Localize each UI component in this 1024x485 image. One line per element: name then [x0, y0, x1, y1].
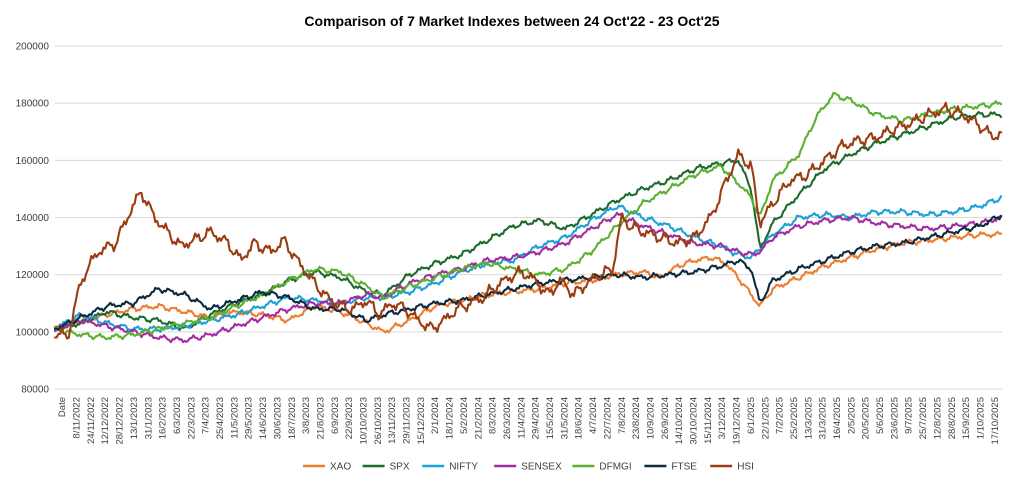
series-line-xao — [53, 230, 1003, 334]
x-tick-label: 25/2/2025 — [789, 397, 800, 439]
y-tick-label: 160000 — [16, 156, 50, 167]
series-line-nifty — [53, 195, 1003, 333]
legend-label-spx: SPX — [390, 462, 410, 473]
x-tick-label: 23/6/2025 — [889, 397, 900, 439]
x-tick-label: 18/7/2023 — [287, 397, 298, 439]
x-tick-label: 22/7/2024 — [602, 397, 613, 439]
x-tick-label: 7/2/2025 — [775, 397, 786, 434]
legend-label-ftse: FTSE — [671, 462, 697, 473]
x-tick-label: 26/10/2023 — [373, 397, 384, 445]
x-tick-label: 12/12/2022 — [100, 397, 111, 445]
x-tick-label: 1/10/2025 — [975, 397, 986, 439]
y-tick-label: 180000 — [16, 99, 50, 110]
y-tick-label: 200000 — [16, 42, 50, 53]
x-tick-label: 15/11/2024 — [703, 397, 714, 444]
x-tick-label: 22/1/2025 — [760, 397, 771, 439]
series-lines — [53, 91, 1003, 344]
x-tick-label: 16/2/2023 — [158, 397, 169, 439]
x-tick-label: 30/10/2024 — [689, 397, 700, 445]
gridlines — [55, 45, 1002, 390]
x-tick-label: 8/3/2024 — [488, 397, 499, 434]
x-tick-label: 28/8/2025 — [947, 397, 958, 439]
x-tick-label: 7/4/2023 — [201, 397, 212, 434]
x-tick-label: 21/8/2023 — [315, 397, 326, 439]
x-tick-label: 8/11/2022 — [72, 397, 83, 439]
x-tick-label: 20/5/2025 — [861, 397, 872, 439]
x-tick-label: 14/6/2023 — [258, 397, 269, 439]
x-tick-label: 25/4/2023 — [215, 397, 226, 439]
legend-label-hsi: HSI — [737, 462, 754, 473]
x-tick-label: 10/10/2023 — [358, 397, 369, 445]
x-tick-label: 15/5/2024 — [545, 397, 556, 439]
y-tick-label: 120000 — [16, 270, 50, 281]
x-tick-label: 18/6/2024 — [574, 397, 585, 439]
x-tick-label: 5/6/2025 — [875, 397, 886, 434]
x-tick-label: 26/9/2024 — [660, 397, 671, 439]
x-tick-label: 29/4/2024 — [531, 397, 542, 439]
x-tick-label: Date — [57, 397, 68, 417]
y-axis-tick-labels: 80000 100000 120000 140000 160000 180000 20000… — [16, 42, 50, 396]
x-tick-label: 3/12/2024 — [717, 397, 728, 439]
x-tick-label: 28/12/2022 — [115, 397, 126, 445]
legend-label-xao: XAO — [330, 462, 351, 473]
x-tick-label: 16/4/2025 — [832, 397, 843, 439]
x-tick-label: 4/7/2024 — [588, 397, 599, 434]
x-tick-label: 5/2/2024 — [459, 397, 470, 434]
legend-label-nifty: NIFTY — [449, 462, 478, 473]
y-tick-label: 100000 — [16, 327, 50, 338]
series-line-sensex — [53, 211, 1003, 344]
x-tick-label: 19/12/2024 — [732, 397, 743, 445]
x-tick-label: 21/2/2024 — [473, 397, 484, 439]
x-tick-label: 13/3/2025 — [803, 397, 814, 439]
legend: XAO SPX NIFTY SENSEX DFMGI FTSE HSI — [303, 462, 754, 473]
x-tick-label: 15/9/2025 — [961, 397, 972, 439]
x-tick-label: 31/3/2025 — [818, 397, 829, 439]
x-tick-label: 31/5/2024 — [559, 397, 570, 439]
y-tick-label: 140000 — [16, 213, 50, 224]
x-tick-label: 24/11/2022 — [86, 397, 97, 444]
x-tick-label: 15/12/2023 — [416, 397, 427, 445]
x-tick-label: 13/1/2023 — [129, 397, 140, 439]
x-axis-tick-labels: Date 8/11/2022 24/11/2022 12/12/2022 28/12/2… — [57, 397, 1001, 445]
x-tick-label: 2/5/2025 — [846, 397, 857, 434]
x-tick-label: 10/9/2024 — [645, 397, 656, 439]
x-tick-label: 13/11/2023 — [387, 397, 398, 444]
x-tick-label: 2/1/2024 — [430, 397, 441, 434]
x-tick-label: 18/1/2024 — [445, 397, 456, 439]
chart-title: Comparison of 7 Market Indexes between 2… — [304, 13, 719, 29]
y-tick-label: 80000 — [21, 385, 49, 396]
legend-label-sensex: SENSEX — [521, 462, 562, 473]
x-tick-label: 12/8/2025 — [932, 397, 943, 439]
x-tick-label: 14/10/2024 — [674, 397, 685, 445]
x-tick-label: 6/1/2025 — [746, 397, 757, 434]
x-tick-label: 29/5/2023 — [244, 397, 255, 439]
x-tick-label: 22/9/2023 — [344, 397, 355, 439]
x-tick-label: 3/8/2023 — [301, 397, 312, 434]
series-line-hsi — [53, 101, 1003, 340]
series-line-ftse — [53, 215, 1003, 331]
x-tick-label: 6/3/2023 — [172, 397, 183, 434]
x-tick-label: 6/9/2023 — [330, 397, 341, 434]
series-line-dfmgi — [53, 91, 1003, 341]
x-tick-label: 11/5/2023 — [229, 397, 240, 439]
x-tick-label: 29/11/2023 — [402, 397, 413, 444]
x-tick-label: 17/10/2025 — [990, 397, 1001, 445]
x-tick-label: 22/3/2023 — [186, 397, 197, 439]
x-tick-label: 9/7/2025 — [904, 397, 915, 434]
x-tick-label: 11/4/2024 — [516, 397, 527, 439]
x-tick-label: 30/6/2023 — [272, 397, 283, 439]
series-line-spx — [53, 111, 1003, 332]
x-tick-label: 25/7/2025 — [918, 397, 929, 439]
x-tick-label: 26/3/2024 — [502, 397, 513, 439]
x-tick-label: 23/8/2024 — [631, 397, 642, 439]
legend-label-dfmgi: DFMGI — [599, 462, 631, 473]
x-tick-label: 7/8/2024 — [617, 397, 628, 434]
x-tick-label: 31/1/2023 — [143, 397, 154, 439]
